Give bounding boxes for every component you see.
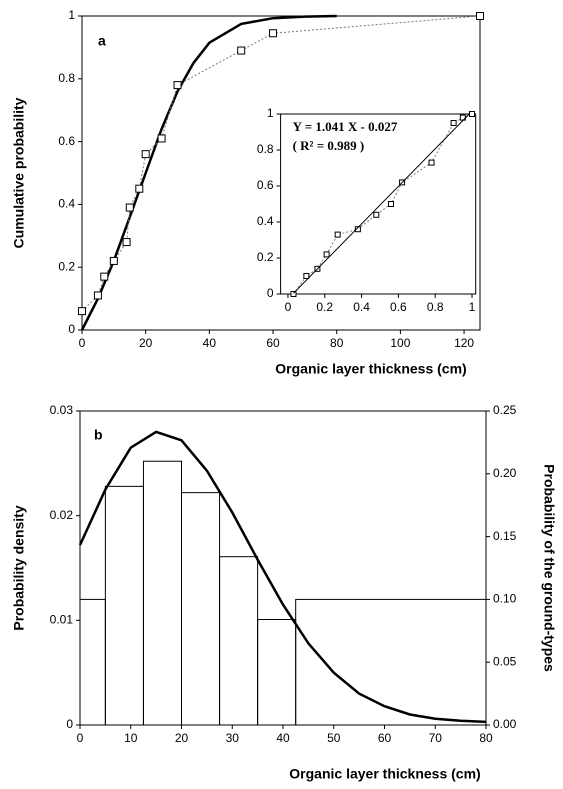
- y2-tick-label: 0.10: [493, 592, 517, 606]
- y-tick-label: 0.01: [50, 613, 74, 627]
- y-tick-label: 0.2: [257, 250, 274, 264]
- y2-tick-label: 0.20: [493, 466, 517, 480]
- data-marker: [269, 29, 278, 38]
- y-tick-label: 1: [68, 8, 75, 22]
- x-tick-label: 0: [77, 731, 84, 745]
- data-marker: [476, 12, 484, 20]
- data-marker: [373, 211, 380, 218]
- y-axis-label: Cumulative probability: [11, 97, 27, 248]
- data-marker: [469, 111, 476, 117]
- y-tick-label: 0.02: [50, 508, 74, 522]
- y-tick-label: 0.6: [58, 134, 75, 148]
- y2-tick-label: 0.25: [493, 403, 517, 417]
- y-tick-label: 0: [267, 286, 274, 300]
- annotation: Y = 1.041 X - 0.027: [293, 119, 398, 134]
- y-tick-label: 0.2: [58, 259, 75, 273]
- y-tick-label: 0.03: [50, 403, 74, 417]
- x-tick-label: 0.4: [353, 300, 370, 314]
- y-axis-label: Probability density: [11, 505, 27, 630]
- y-tick-label: 0.4: [257, 214, 274, 228]
- data-marker: [78, 307, 86, 316]
- data-marker: [334, 231, 341, 238]
- data-marker: [93, 291, 102, 300]
- y2-tick-label: 0.15: [493, 529, 517, 543]
- x-axis-label: Organic layer thickness (cm): [275, 361, 466, 377]
- x-tick-label: 120: [454, 336, 474, 350]
- data-marker: [135, 184, 144, 193]
- panel-label: a: [98, 33, 106, 49]
- y-tick-label: 0: [66, 717, 73, 731]
- x-tick-label: 20: [139, 336, 153, 350]
- x-tick-label: 0: [285, 300, 292, 314]
- data-marker: [290, 291, 297, 297]
- x-tick-label: 70: [429, 731, 443, 745]
- x-tick-label: 80: [479, 731, 493, 745]
- plot-frame: [79, 410, 487, 726]
- x-tick-label: 40: [276, 731, 290, 745]
- data-marker: [354, 226, 361, 233]
- data-marker: [141, 150, 150, 159]
- x-tick-label: 0.8: [427, 300, 444, 314]
- data-marker: [125, 203, 134, 212]
- data-marker: [323, 251, 330, 258]
- panel-label: b: [94, 427, 103, 443]
- data-marker: [122, 238, 131, 247]
- x-tick-label: 1: [469, 300, 476, 314]
- x-tick-label: 40: [203, 336, 217, 350]
- y-tick-label: 0.6: [257, 178, 274, 192]
- data-marker: [173, 81, 182, 90]
- plot-frame: [280, 113, 477, 295]
- data-marker: [157, 134, 166, 143]
- x-tick-label: 10: [124, 731, 138, 745]
- x-tick-label: 60: [266, 336, 280, 350]
- data-marker: [388, 201, 395, 207]
- y2-tick-label: 0.00: [493, 717, 517, 731]
- annotation: ( R² = 0.989 ): [293, 138, 365, 153]
- y-tick-label: 0.4: [58, 197, 75, 211]
- x-tick-label: 80: [330, 336, 344, 350]
- data-marker: [100, 272, 109, 281]
- y-tick-label: 0: [68, 322, 75, 336]
- x-tick-label: 30: [226, 731, 240, 745]
- y2-tick-label: 0.05: [493, 654, 517, 668]
- data-line: [78, 430, 487, 724]
- x-tick-label: 0.6: [390, 300, 407, 314]
- x-tick-label: 60: [378, 731, 392, 745]
- x-tick-label: 100: [390, 336, 410, 350]
- x-tick-label: 0: [79, 336, 86, 350]
- data-marker: [428, 159, 435, 166]
- data-marker: [109, 256, 118, 265]
- data-marker: [237, 46, 246, 55]
- data-marker: [450, 120, 457, 126]
- x-tick-label: 0.2: [316, 300, 333, 314]
- x-axis-label: Organic layer thickness (cm): [289, 766, 480, 782]
- data-marker: [303, 273, 310, 279]
- y-tick-label: 1: [267, 106, 274, 120]
- x-tick-label: 20: [175, 731, 189, 745]
- y2-axis-label: Probability of the ground-types: [541, 464, 557, 672]
- data-line: [293, 113, 470, 294]
- x-tick-label: 50: [327, 731, 341, 745]
- y-tick-label: 0.8: [58, 71, 75, 85]
- y-tick-label: 0.8: [257, 142, 274, 156]
